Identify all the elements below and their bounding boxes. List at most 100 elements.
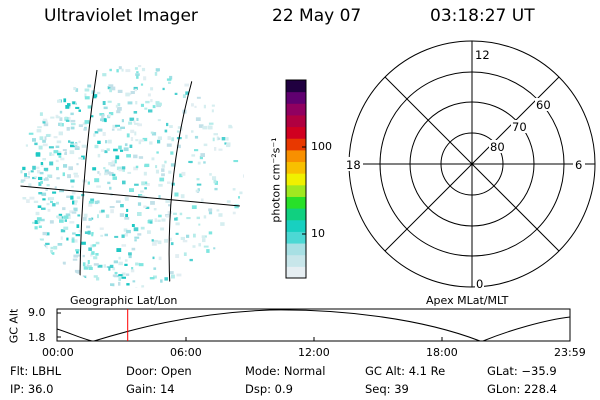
imager-pixel	[36, 217, 42, 221]
imager-pixel	[126, 229, 131, 234]
imager-pixel	[101, 118, 107, 122]
imager-pixel	[82, 262, 86, 267]
imager-pixel	[180, 128, 183, 131]
imager-pixel	[76, 196, 81, 199]
imager-pixel	[93, 275, 98, 278]
imager-pixel	[232, 188, 236, 191]
imager-pixel	[96, 91, 101, 95]
imager-pixel	[102, 73, 107, 77]
imager-pixel	[134, 239, 137, 242]
x-tick-label-0000: 00:00	[42, 346, 74, 359]
imager-pixels	[20, 65, 244, 288]
imager-pixel	[153, 239, 158, 243]
imager-pixel	[97, 153, 101, 158]
geo-longitude-line	[168, 64, 199, 288]
gc-alt-info: GC Alt: 4.1 Re	[365, 364, 446, 378]
imager-pixel	[42, 198, 46, 201]
imager-pixel	[124, 217, 130, 220]
imager-pixel	[108, 266, 111, 271]
imager-pixel	[75, 254, 81, 257]
imager-pixel	[182, 94, 186, 98]
imager-pixel	[155, 169, 159, 174]
imager-pixel	[35, 211, 40, 216]
imager-pixel	[221, 137, 226, 141]
imager-pixel	[150, 99, 153, 103]
imager-pixel	[131, 224, 135, 227]
imager-pixel	[73, 239, 78, 243]
imager-pixel	[32, 176, 36, 180]
imager-pixel	[179, 212, 183, 216]
imager-pixel	[108, 139, 112, 144]
imager-pixel	[73, 143, 78, 146]
imager-pixel	[233, 160, 239, 163]
imager-pixel	[158, 183, 163, 187]
imager-pixel	[50, 249, 53, 253]
imager-pixel	[71, 238, 75, 243]
imager-pixel	[108, 162, 113, 166]
imager-pixel	[48, 146, 54, 149]
imager-pixel	[112, 176, 117, 180]
imager-pixel	[94, 144, 99, 149]
imager-pixel	[42, 120, 46, 124]
imager-pixel	[58, 151, 62, 155]
imager-pixel	[83, 217, 87, 221]
imager-pixel	[97, 128, 103, 132]
imager-pixel	[157, 240, 162, 245]
imager-pixel	[66, 195, 71, 198]
imager-pixel	[218, 213, 223, 217]
imager-pixel	[161, 218, 166, 222]
imager-pixel	[56, 166, 59, 171]
imager-pixel	[138, 141, 142, 145]
imager-pixel	[70, 126, 75, 130]
imager-pixel	[150, 201, 155, 205]
imager-pixel	[116, 248, 122, 252]
imager-pixel	[75, 146, 80, 149]
imager-pixel	[63, 98, 67, 103]
imager-pixel	[121, 272, 126, 276]
imager-pixel	[96, 277, 100, 281]
imager-pixel	[60, 157, 65, 161]
imager-pixel	[154, 218, 158, 222]
imager-pixel	[147, 93, 151, 97]
imager-pixel	[128, 255, 132, 259]
imager-pixel	[86, 264, 90, 268]
glat-info: GLat: −35.9	[487, 364, 557, 378]
colorbar-band	[286, 103, 306, 116]
imager-pixel	[101, 209, 105, 213]
imager-pixel	[137, 123, 142, 127]
geo-longitude-line	[79, 69, 98, 288]
imager-image	[20, 64, 244, 288]
imager-pixel	[131, 267, 134, 271]
imager-pixel	[198, 243, 201, 247]
imager-pixel	[125, 69, 131, 73]
imager-pixel	[40, 218, 45, 222]
imager-pixel	[99, 172, 102, 176]
x-tick-label-2359: 23:59	[554, 346, 586, 359]
seq-info: Seq: 39	[365, 382, 409, 396]
imager-pixel	[57, 99, 62, 103]
imager-pixel	[126, 283, 130, 286]
imager-pixel	[103, 264, 106, 268]
imager-pixel	[91, 233, 94, 237]
imager-pixel	[86, 265, 92, 268]
imager-pixel	[118, 66, 122, 70]
imager-pixel	[109, 264, 114, 268]
imager-pixel	[214, 187, 218, 191]
colorbar-band	[286, 219, 306, 232]
imager-pixel	[134, 131, 137, 136]
imager-pixel	[125, 213, 128, 218]
imager-pixel	[201, 235, 205, 238]
imager-pixel	[42, 158, 46, 161]
imager-pixel	[81, 241, 86, 245]
imager-pixel	[40, 180, 43, 184]
imager-pixel	[84, 96, 90, 100]
imager-pixel	[195, 117, 201, 121]
imager-pixel	[138, 263, 144, 267]
imager-pixel	[110, 283, 115, 287]
imager-pixel	[181, 171, 186, 176]
imager-pixel	[143, 76, 147, 81]
imager-pixel	[73, 200, 78, 203]
imager-pixel	[138, 156, 144, 159]
imager-pixel	[243, 174, 244, 178]
colorbar-band	[286, 114, 306, 128]
